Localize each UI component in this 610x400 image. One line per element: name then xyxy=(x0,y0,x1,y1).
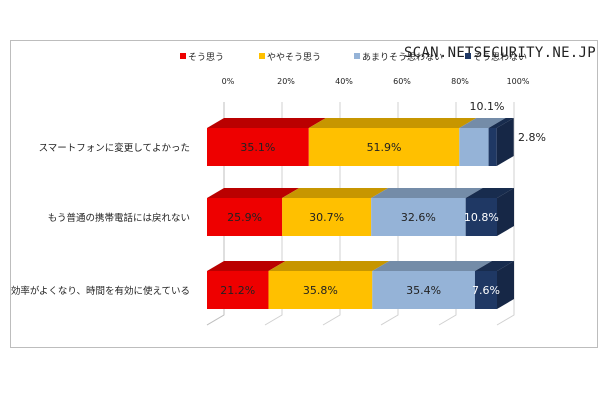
bar-1-1 xyxy=(207,128,309,166)
legend-label-4: そう思わない xyxy=(473,52,527,63)
bar-top-1-2 xyxy=(308,118,477,128)
data-label-3-2: 35.8% xyxy=(303,284,338,297)
data-label-3-1: 21.2% xyxy=(220,284,255,297)
data-label-2-2: 30.7% xyxy=(309,211,344,224)
watermark: SCAN.NETSECURITY.NE.JP xyxy=(403,45,596,61)
bar-top-3-3 xyxy=(372,261,492,271)
x-tick-label-2: 20% xyxy=(277,77,295,86)
gridline-6 xyxy=(496,102,515,326)
gridline-5 xyxy=(438,102,457,326)
gridline-2 xyxy=(264,102,283,326)
bar-end-1 xyxy=(496,118,514,166)
x-tick-label-3: 40% xyxy=(335,77,353,86)
bar-1-4 xyxy=(488,128,497,166)
bar-3-2 xyxy=(268,271,373,309)
bar-3-1 xyxy=(207,271,269,309)
data-label-3-3: 35.4% xyxy=(406,284,441,297)
bar-top-2-2 xyxy=(282,188,389,198)
category-label-1: スマートフォンに変更してよかった xyxy=(39,142,190,154)
legend-label-2: ややそう思う xyxy=(267,52,321,63)
bar-1-2 xyxy=(308,128,460,166)
data-label-2-1: 25.9% xyxy=(227,211,262,224)
data-label-3-4: 7.6% xyxy=(472,284,500,297)
bar-2-4 xyxy=(465,198,497,236)
data-label-2-4: 10.8% xyxy=(464,211,499,224)
bar-top-3-2 xyxy=(268,261,390,271)
bar-top-2-3 xyxy=(371,188,483,198)
legend-swatch-3 xyxy=(354,53,360,59)
x-tick-label-1: 0% xyxy=(222,77,235,86)
legend-label-3: あまりそう思わない xyxy=(362,52,443,63)
bar-2-3 xyxy=(371,198,466,236)
gridline-3 xyxy=(322,102,341,326)
data-label-1-4: 2.8% xyxy=(518,131,546,144)
x-tick-label-6: 100% xyxy=(507,77,530,86)
data-label-1-2: 51.9% xyxy=(367,141,402,154)
x-tick-label-5: 80% xyxy=(451,77,469,86)
category-label-3: 効率がよくなり、時間を有効に使えている xyxy=(11,285,190,297)
legend-swatch-1 xyxy=(180,53,186,59)
bar-top-2-1 xyxy=(207,188,300,198)
bar-top-2-4 xyxy=(465,188,514,198)
bar-2-2 xyxy=(282,198,372,236)
legend-label-1: そう思う xyxy=(188,52,224,63)
bar-end-2 xyxy=(497,188,514,236)
bar-3-4 xyxy=(474,271,497,309)
data-label-1-1: 35.1% xyxy=(240,141,275,154)
legend-swatch-4 xyxy=(465,53,471,59)
bar-top-1-4 xyxy=(488,118,514,128)
bar-1-3 xyxy=(459,128,489,166)
data-label-2-3: 32.6% xyxy=(401,211,436,224)
axis-floor-left xyxy=(206,314,225,326)
bar-3-3 xyxy=(372,271,475,309)
gridline-4 xyxy=(380,102,399,326)
bar-top-1-3 xyxy=(459,118,506,128)
bar-top-3-1 xyxy=(207,261,286,271)
bar-2-1 xyxy=(207,198,283,236)
bar-top-1-1 xyxy=(207,118,326,128)
x-tick-label-4: 60% xyxy=(393,77,411,86)
legend-swatch-2 xyxy=(259,53,265,59)
category-label-2: もう普通の携帯電話には戻れない xyxy=(48,212,190,224)
data-label-1-3: 10.1% xyxy=(470,100,505,113)
bar-top-3-4 xyxy=(474,261,514,271)
bar-end-3 xyxy=(497,261,514,309)
